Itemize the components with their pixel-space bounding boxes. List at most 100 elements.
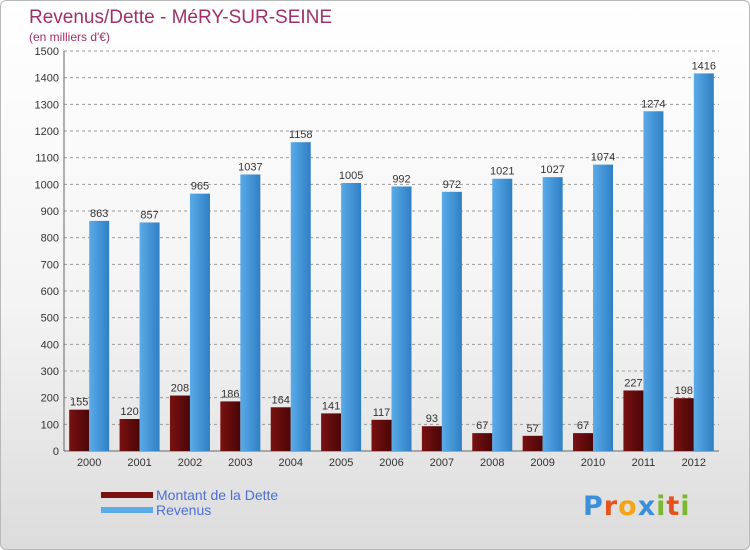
x-tick-label: 2005	[329, 457, 353, 469]
data-label-revenue: 965	[191, 181, 209, 193]
logo-letter: x	[637, 491, 657, 522]
x-tick-label: 2011	[632, 457, 656, 469]
bar-debt	[371, 419, 392, 451]
x-tick-label: 2012	[682, 457, 706, 469]
chart-title: Revenus/Dette - MéRY-SUR-SEINE	[29, 7, 333, 28]
bar-revenue	[542, 177, 563, 451]
x-tick-label: 2002	[178, 457, 202, 469]
data-label-revenue: 857	[140, 209, 158, 221]
bar-revenue	[240, 174, 261, 451]
bar-debt	[169, 395, 190, 451]
data-label-revenue: 1416	[692, 60, 716, 72]
y-tick-label: 100	[41, 419, 59, 431]
bar-revenue	[593, 164, 614, 451]
legend-label-revenue: Revenus	[156, 501, 212, 518]
x-tick-label: 2001	[127, 457, 151, 469]
bar-revenue	[693, 73, 714, 452]
bar-debt	[321, 413, 342, 451]
data-label-debt: 164	[272, 394, 290, 406]
data-label-revenue: 1074	[591, 152, 615, 164]
bar-revenue	[341, 183, 362, 451]
data-label-debt: 198	[675, 385, 693, 397]
data-label-debt: 93	[426, 413, 438, 425]
data-label-revenue: 1021	[490, 166, 514, 178]
data-label-revenue: 1158	[289, 129, 313, 141]
y-tick-label: 500	[41, 313, 59, 325]
bar-revenue	[139, 222, 160, 451]
data-label-revenue: 1005	[339, 170, 363, 182]
bar-debt	[421, 426, 442, 451]
bar-debt	[119, 419, 140, 451]
bar-debt	[270, 407, 291, 451]
logo-letter: i	[656, 491, 667, 522]
logo-letter: t	[666, 491, 681, 522]
bar-debt	[522, 435, 543, 451]
legend: Montant de la Dette Revenus	[101, 486, 279, 518]
y-tick-label: 800	[41, 233, 59, 245]
x-tick-label: 2010	[581, 457, 605, 469]
y-tick-label: 700	[41, 259, 59, 271]
bar-revenue	[189, 193, 210, 451]
legend-item-revenue: Revenus	[101, 501, 278, 518]
data-label-revenue: 992	[392, 173, 410, 185]
x-tick-label: 2000	[77, 457, 101, 469]
data-label-debt: 120	[120, 406, 138, 418]
data-label-debt: 67	[476, 420, 488, 432]
logo-letter: P	[583, 491, 604, 522]
y-tick-label: 200	[41, 393, 59, 405]
legend-swatch-revenue	[101, 506, 153, 513]
bar-revenue	[643, 111, 664, 452]
bar-debt	[623, 390, 644, 451]
data-label-debt: 57	[527, 423, 539, 435]
bar-debt	[573, 433, 594, 451]
proxiti-logo: Proxiti	[583, 491, 691, 522]
x-tick-label: 2003	[228, 457, 252, 469]
y-tick-label: 600	[41, 286, 59, 298]
y-tick-label: 300	[41, 366, 59, 378]
legend-item-debt: Montant de la Dette	[101, 486, 279, 503]
data-label-revenue: 863	[90, 208, 108, 220]
x-tick-label: 2009	[530, 457, 554, 469]
data-label-debt: 155	[70, 397, 88, 409]
x-tick-label: 2007	[430, 457, 454, 469]
y-tick-label: 900	[41, 206, 59, 218]
chart-subtitle: (en milliers d'€)	[29, 30, 110, 44]
y-tick-label: 1500	[35, 46, 59, 58]
bar-revenue	[492, 178, 513, 451]
data-label-debt: 208	[171, 383, 189, 395]
data-label-debt: 67	[577, 420, 589, 432]
data-label-revenue: 1027	[540, 164, 564, 176]
bar-revenue	[391, 186, 412, 451]
data-label-debt: 186	[221, 388, 239, 400]
bar-debt	[220, 401, 241, 451]
y-tick-label: 1300	[35, 99, 59, 111]
bar-revenue	[441, 191, 462, 452]
y-tick-label: 1100	[35, 153, 59, 165]
legend-swatch-debt	[101, 491, 153, 498]
y-tick-label: 1000	[35, 179, 59, 191]
x-tick-label: 2004	[278, 457, 302, 469]
bar-debt	[69, 409, 90, 451]
logo-letter: i	[680, 491, 691, 522]
logo-letter: o	[618, 491, 638, 522]
y-tick-label: 0	[53, 446, 59, 458]
data-label-revenue: 1274	[641, 98, 665, 110]
data-label-revenue: 1037	[238, 161, 262, 173]
data-label-debt: 117	[373, 407, 391, 419]
data-label-debt: 141	[322, 400, 340, 412]
bar-debt	[673, 398, 694, 451]
x-tick-label: 2008	[480, 457, 504, 469]
logo-letter: r	[603, 491, 619, 522]
data-label-revenue: 972	[443, 179, 461, 191]
bar-revenue	[89, 220, 110, 451]
data-label-debt: 227	[624, 377, 642, 389]
bar-debt	[472, 433, 493, 451]
y-tick-label: 1400	[35, 73, 59, 85]
legend-label-debt: Montant de la Dette	[156, 486, 279, 503]
y-tick-label: 1200	[35, 126, 59, 138]
bar-revenue	[290, 142, 311, 451]
x-tick-label: 2006	[379, 457, 403, 469]
y-tick-label: 400	[41, 339, 59, 351]
